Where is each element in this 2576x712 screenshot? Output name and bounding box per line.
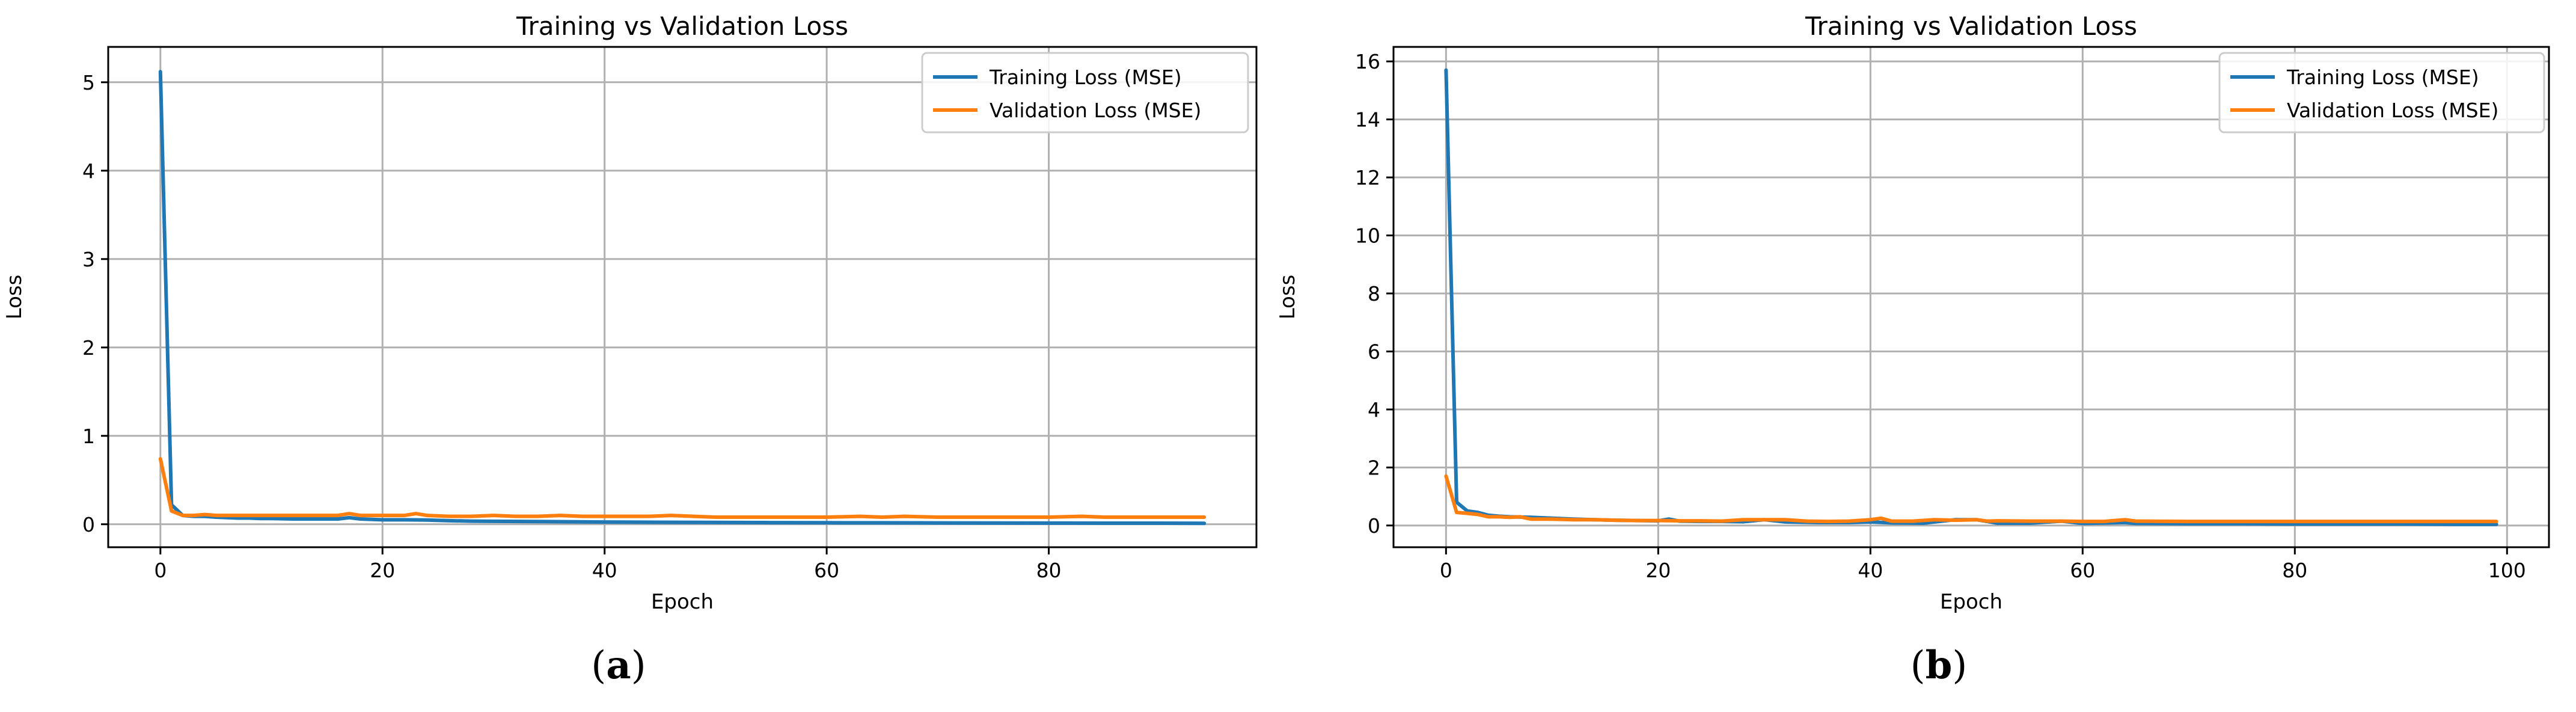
y-axis-label: Loss [2, 275, 26, 320]
chart-title: Training vs Validation Loss [516, 11, 848, 41]
x-tick-label: 80 [1036, 559, 1062, 582]
y-tick-label: 4 [82, 159, 95, 183]
x-tick-label: 100 [2488, 559, 2526, 582]
legend-entry: Training Loss (MSE) [2286, 66, 2479, 89]
validation-loss-line [1444, 474, 2498, 524]
x-axis-label: Epoch [651, 590, 714, 614]
y-tick-label: 12 [1355, 166, 1380, 189]
y-tick-label: 14 [1355, 108, 1380, 132]
y-tick-label: 8 [1368, 282, 1380, 305]
panel-label-a: (a) [591, 643, 646, 688]
y-tick-label: 1 [82, 425, 95, 448]
legend-entry: Validation Loss (MSE) [990, 99, 1201, 122]
y-axis-label: Loss [1276, 275, 1300, 320]
y-tick-label: 0 [1368, 514, 1380, 538]
x-tick-label: 80 [2282, 559, 2307, 582]
x-tick-label: 20 [370, 559, 395, 582]
y-tick-label: 2 [82, 336, 95, 360]
x-tick-label: 0 [1440, 559, 1452, 582]
x-tick-label: 0 [154, 559, 167, 582]
x-tick-label: 40 [1858, 559, 1883, 582]
y-tick-label: 0 [82, 513, 95, 536]
x-axis-label: Epoch [1940, 590, 2002, 614]
y-tick-label: 4 [1368, 398, 1380, 422]
legend-box [2218, 52, 2545, 134]
x-tick-label: 20 [1645, 559, 1671, 582]
legend-entry: Validation Loss (MSE) [2287, 99, 2498, 122]
y-tick-label: 6 [1368, 340, 1380, 363]
training-loss-line [158, 70, 1207, 526]
y-tick-label: 5 [82, 71, 95, 94]
chart-b: 0 20 40 60 80 100 0 2 4 6 8 10 12 14 16 Epoch Loss Traini… [1276, 11, 2550, 614]
y-tick-label: 2 [1368, 456, 1380, 479]
panel-label-b: (b) [1911, 643, 1968, 688]
y-tick-label: 16 [1355, 50, 1380, 73]
y-tick-label: 10 [1355, 224, 1380, 248]
chart-title: Training vs Validation Loss [1805, 11, 2137, 41]
plot-frame [107, 46, 1258, 548]
x-tick-label: 60 [2070, 559, 2095, 582]
chart-a: 0 20 40 60 80 0 1 2 3 4 5 Epoch Loss Training vs Vali… [2, 11, 1258, 614]
legend-box [921, 52, 1249, 134]
x-tick-label: 40 [592, 559, 617, 582]
validation-loss-line [158, 457, 1207, 519]
x-tick-label: 60 [814, 559, 839, 582]
legend-entry: Training Loss (MSE) [989, 66, 1182, 89]
y-tick-label: 3 [82, 248, 95, 271]
plot-frame [1392, 46, 2550, 548]
